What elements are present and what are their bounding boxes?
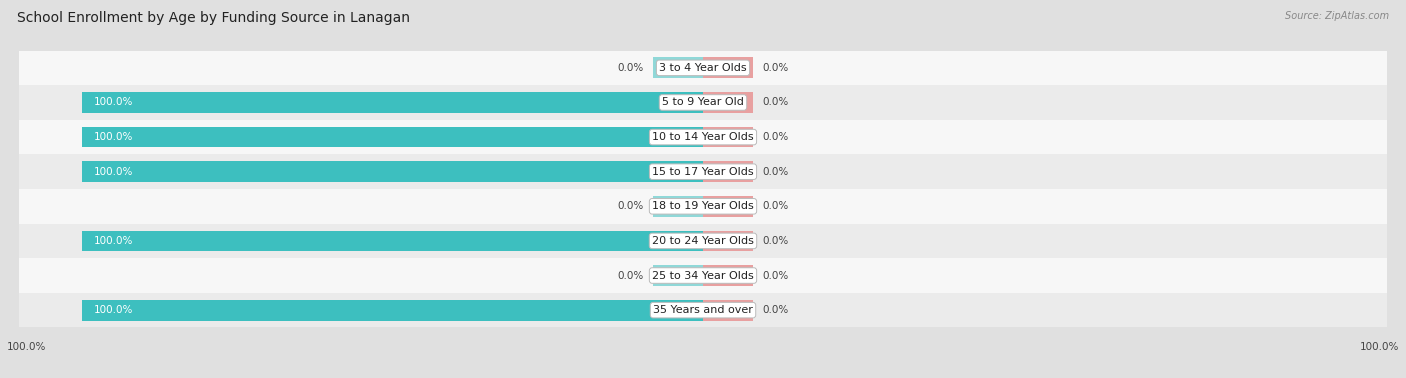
Text: 0.0%: 0.0% <box>762 132 789 142</box>
Text: 100.0%: 100.0% <box>94 167 134 177</box>
Bar <box>20 154 1386 189</box>
Text: 0.0%: 0.0% <box>762 167 789 177</box>
Bar <box>703 161 752 182</box>
Text: 100.0%: 100.0% <box>94 305 134 315</box>
Text: 100.0%: 100.0% <box>94 98 134 107</box>
Bar <box>703 92 752 113</box>
Bar <box>20 85 1386 120</box>
Bar <box>703 196 752 217</box>
Bar <box>703 57 752 78</box>
Bar <box>82 161 703 182</box>
Bar <box>20 293 1386 327</box>
Text: 35 Years and over: 35 Years and over <box>652 305 754 315</box>
Bar <box>82 92 703 113</box>
Bar <box>20 189 1386 224</box>
Bar <box>82 231 703 251</box>
Text: 0.0%: 0.0% <box>762 98 789 107</box>
Bar <box>703 265 752 286</box>
Text: 0.0%: 0.0% <box>617 271 644 280</box>
Bar <box>703 231 752 251</box>
Text: 0.0%: 0.0% <box>762 236 789 246</box>
Text: 3 to 4 Year Olds: 3 to 4 Year Olds <box>659 63 747 73</box>
Bar <box>20 258 1386 293</box>
Text: 0.0%: 0.0% <box>762 305 789 315</box>
Bar <box>703 300 752 321</box>
Text: 100.0%: 100.0% <box>94 236 134 246</box>
Text: 0.0%: 0.0% <box>762 271 789 280</box>
Bar <box>654 265 703 286</box>
Text: 10 to 14 Year Olds: 10 to 14 Year Olds <box>652 132 754 142</box>
Text: Source: ZipAtlas.com: Source: ZipAtlas.com <box>1285 11 1389 21</box>
Text: 0.0%: 0.0% <box>617 201 644 211</box>
Bar <box>20 51 1386 85</box>
Bar <box>82 127 703 147</box>
Bar <box>20 120 1386 154</box>
Bar <box>654 57 703 78</box>
Bar <box>703 127 752 147</box>
Bar <box>82 300 703 321</box>
Text: 20 to 24 Year Olds: 20 to 24 Year Olds <box>652 236 754 246</box>
Bar <box>654 196 703 217</box>
Text: 100.0%: 100.0% <box>7 342 46 352</box>
Text: 100.0%: 100.0% <box>1360 342 1399 352</box>
Text: 15 to 17 Year Olds: 15 to 17 Year Olds <box>652 167 754 177</box>
Text: 18 to 19 Year Olds: 18 to 19 Year Olds <box>652 201 754 211</box>
Text: 5 to 9 Year Old: 5 to 9 Year Old <box>662 98 744 107</box>
Text: 0.0%: 0.0% <box>762 201 789 211</box>
Text: School Enrollment by Age by Funding Source in Lanagan: School Enrollment by Age by Funding Sour… <box>17 11 411 25</box>
Bar <box>20 224 1386 258</box>
Text: 0.0%: 0.0% <box>617 63 644 73</box>
Text: 25 to 34 Year Olds: 25 to 34 Year Olds <box>652 271 754 280</box>
Text: 0.0%: 0.0% <box>762 63 789 73</box>
Text: 100.0%: 100.0% <box>94 132 134 142</box>
